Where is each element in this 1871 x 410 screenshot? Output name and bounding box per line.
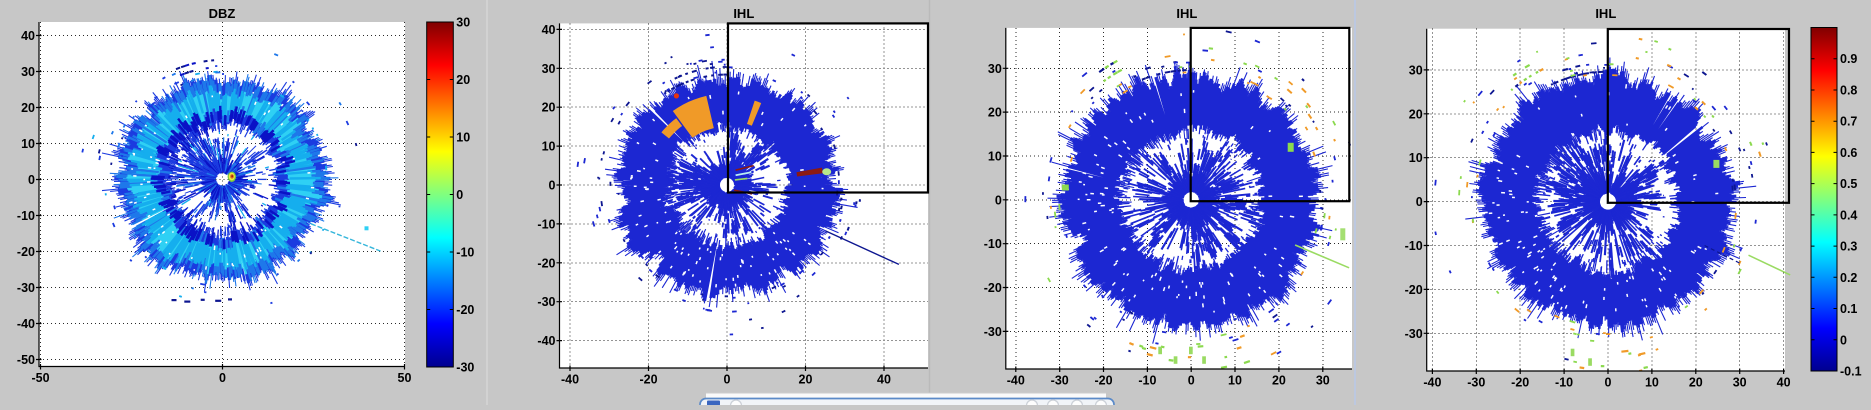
svg-text:0: 0: [1416, 195, 1423, 209]
svg-text:-30: -30: [984, 325, 1002, 339]
svg-text:30: 30: [988, 62, 1002, 76]
svg-text:10: 10: [542, 140, 556, 154]
svg-text:20: 20: [1272, 374, 1286, 388]
svg-text:IHL: IHL: [1176, 6, 1197, 21]
svg-text:10: 10: [21, 137, 35, 151]
svg-text:-30: -30: [1467, 376, 1485, 390]
svg-text:0: 0: [995, 193, 1002, 207]
svg-text:-10: -10: [537, 217, 555, 231]
svg-text:0.9: 0.9: [1840, 52, 1857, 66]
svg-text:0: 0: [724, 373, 731, 387]
svg-text:0.1: 0.1: [1840, 302, 1857, 316]
svg-text:-20: -20: [1405, 283, 1423, 297]
svg-text:-30: -30: [17, 281, 35, 295]
svg-text:-10: -10: [456, 246, 474, 260]
svg-text:-40: -40: [1007, 374, 1025, 388]
svg-text:0: 0: [456, 188, 463, 202]
svg-text:40: 40: [542, 23, 556, 37]
svg-text:40: 40: [21, 29, 35, 43]
svg-text:0: 0: [1188, 374, 1195, 388]
svg-text:IHL: IHL: [1595, 6, 1616, 21]
svg-text:0: 0: [1840, 333, 1847, 347]
svg-text:20: 20: [542, 101, 556, 115]
svg-text:0: 0: [549, 179, 556, 193]
svg-text:40: 40: [877, 373, 891, 387]
svg-text:-10: -10: [17, 209, 35, 223]
svg-text:30: 30: [21, 65, 35, 79]
svg-text:20: 20: [799, 373, 813, 387]
svg-text:-20: -20: [17, 245, 35, 259]
svg-text:0.6: 0.6: [1840, 146, 1857, 160]
svg-text:-30: -30: [1051, 374, 1069, 388]
svg-text:-20: -20: [1511, 376, 1529, 390]
svg-text:10: 10: [456, 131, 470, 145]
svg-text:-40: -40: [561, 373, 579, 387]
svg-text:DBZ: DBZ: [209, 6, 236, 21]
svg-text:20: 20: [1689, 376, 1703, 390]
svg-text:50: 50: [398, 371, 412, 385]
svg-text:-40: -40: [1423, 376, 1441, 390]
svg-text:-50: -50: [31, 371, 49, 385]
svg-text:30: 30: [542, 62, 556, 76]
svg-text:0.7: 0.7: [1840, 115, 1857, 129]
svg-text:0.2: 0.2: [1840, 271, 1857, 285]
svg-text:20: 20: [1409, 107, 1423, 121]
svg-text:30: 30: [1409, 63, 1423, 77]
svg-text:0.3: 0.3: [1840, 240, 1857, 254]
svg-text:-0.1: -0.1: [1840, 365, 1862, 379]
svg-text:-50: -50: [17, 353, 35, 367]
svg-text:-40: -40: [537, 334, 555, 348]
svg-text:-20: -20: [456, 303, 474, 317]
svg-text:0: 0: [219, 371, 226, 385]
svg-text:10: 10: [1409, 151, 1423, 165]
svg-text:-20: -20: [537, 256, 555, 270]
svg-text:-20: -20: [1094, 374, 1112, 388]
svg-text:10: 10: [1228, 374, 1242, 388]
svg-text:-20: -20: [639, 373, 657, 387]
svg-text:10: 10: [1645, 376, 1659, 390]
svg-text:0: 0: [28, 173, 35, 187]
svg-text:20: 20: [21, 101, 35, 115]
svg-text:-10: -10: [1555, 376, 1573, 390]
svg-text:20: 20: [456, 73, 470, 87]
svg-text:0.8: 0.8: [1840, 84, 1857, 98]
svg-text:-10: -10: [1138, 374, 1156, 388]
svg-text:30: 30: [1733, 376, 1747, 390]
svg-text:30: 30: [456, 16, 470, 30]
svg-text:-30: -30: [1405, 327, 1423, 341]
svg-text:-20: -20: [984, 281, 1002, 295]
svg-text:30: 30: [1316, 374, 1330, 388]
svg-text:-10: -10: [984, 237, 1002, 251]
svg-text:-30: -30: [537, 295, 555, 309]
svg-text:0.5: 0.5: [1840, 177, 1857, 191]
svg-text:10: 10: [988, 150, 1002, 164]
svg-text:-30: -30: [456, 361, 474, 375]
svg-text:-40: -40: [17, 317, 35, 331]
svg-text:-10: -10: [1405, 239, 1423, 253]
svg-text:0.4: 0.4: [1840, 208, 1857, 222]
svg-text:20: 20: [988, 106, 1002, 120]
svg-text:40: 40: [1777, 376, 1791, 390]
svg-text:IHL: IHL: [733, 6, 754, 21]
svg-text:0: 0: [1605, 376, 1612, 390]
